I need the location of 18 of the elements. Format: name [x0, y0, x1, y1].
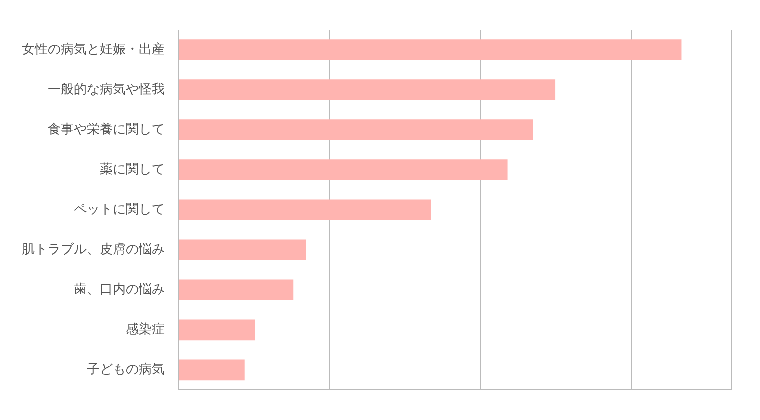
y-tick-label: 薬に関して [100, 162, 165, 178]
bar [180, 80, 556, 100]
y-tick-label: 女性の病気と妊娠・出産 [22, 41, 165, 58]
y-tick-label: ペットに関して [74, 202, 165, 218]
bar [180, 280, 294, 301]
bar [180, 120, 534, 140]
y-tick-label: 歯、口内の悩み [74, 282, 165, 298]
bar [180, 40, 682, 60]
bar [180, 320, 256, 341]
y-tick-label: 感染症 [126, 322, 165, 338]
bar [180, 240, 306, 261]
bar [180, 160, 508, 180]
y-tick-label: 子どもの病気 [87, 362, 165, 378]
bar [180, 200, 432, 221]
bar [180, 360, 245, 381]
y-tick-label: 肌トラブル、皮膚の悩み [22, 242, 165, 258]
y-tick-label: 一般的な病気や怪我 [48, 82, 165, 98]
y-tick-label: 食事や栄養に関して [48, 122, 165, 138]
